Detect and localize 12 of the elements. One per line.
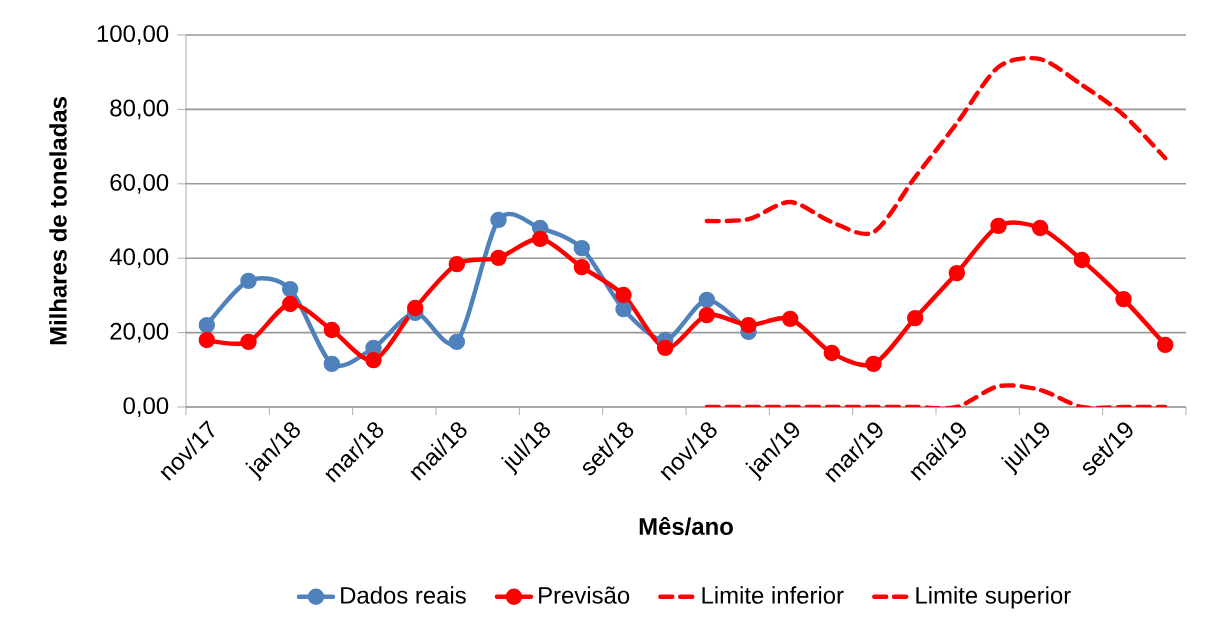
y-tick-label: 0,00	[123, 397, 169, 417]
x-axis-title: Mês/ano	[639, 516, 733, 536]
legend-label: Previsão	[539, 586, 630, 604]
legend-label: Limite inferior	[702, 586, 844, 604]
legend-label: Dados reais	[341, 586, 466, 604]
y-tick-label: 60,00	[110, 173, 169, 194]
y-tick-label: 40,00	[109, 248, 169, 269]
y-tick-label: 80,00	[110, 99, 169, 120]
y-axis-title: Milhares de toneladas	[49, 97, 67, 345]
y-tick-label: 20,00	[110, 322, 169, 343]
legend-label: Limite superior	[916, 586, 1071, 609]
y-tick-label: 100,00	[97, 25, 169, 45]
